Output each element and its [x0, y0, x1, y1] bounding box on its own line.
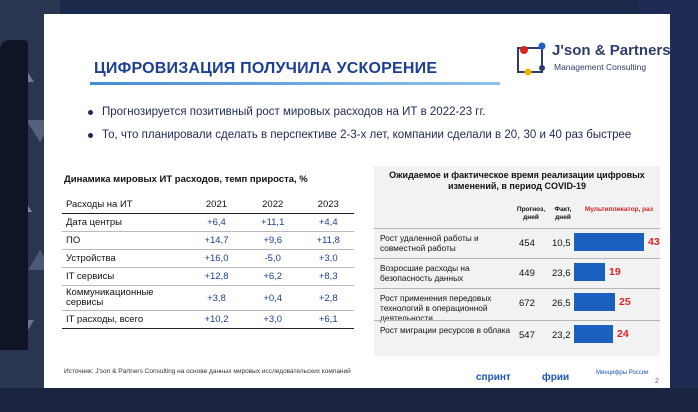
cell-2021: +12,8 [186, 267, 243, 286]
source-note: Источник: J'son & Partners Consulting на… [64, 368, 351, 375]
header-fact: Факт, дней [554, 206, 572, 221]
logo-subtitle: Management Consulting [554, 62, 647, 72]
panel-row: Рост удаленной работы и совместной работ… [374, 228, 660, 256]
header-2023: 2023 [298, 197, 354, 214]
logo-mark-icon [517, 42, 546, 76]
header-2021: 2021 [186, 197, 243, 214]
row-label: ПО [62, 231, 186, 250]
multiplier-value: 25 [619, 296, 631, 308]
bullet-text: Прогнозируется позитивный рост мировых р… [102, 106, 486, 118]
frii-logo: фрии [542, 372, 569, 383]
page-number: 2 [655, 378, 659, 385]
table-row: ПО +14,7 +9,6 +11,8 [62, 231, 354, 250]
title-underline [90, 82, 500, 85]
table-row: Дата центры +6,4 +11,1 +4,4 [62, 213, 354, 232]
row-label: IT расходы, всего [62, 310, 186, 329]
multiplier-bar [574, 325, 613, 343]
fact-value: 23,2 [552, 330, 571, 341]
header-multiplier: Мультипликатор, раз [584, 206, 654, 213]
panel-row: Рост миграции ресурсов в облака 547 23,2… [374, 320, 660, 348]
cell-2021: +6,4 [186, 213, 243, 232]
multiplier-value: 24 [617, 328, 629, 340]
cell-2021: +3,8 [186, 285, 243, 311]
mincifry-logo-text: Минцифры России [596, 370, 649, 376]
bullet-1: Прогнозируется позитивный рост мировых р… [88, 106, 486, 118]
forecast-value: 449 [519, 268, 535, 279]
slide-title: ЦИФРОВИЗАЦИЯ ПОЛУЧИЛА УСКОРЕНИЕ [94, 60, 438, 77]
multiplier-value: 19 [609, 266, 621, 278]
row-label: Возросшие расходы на безопасность данных [380, 263, 470, 283]
cell-2022: +11,1 [242, 213, 299, 232]
cell-2023: +8,3 [298, 267, 354, 286]
presenter-silhouette [0, 40, 28, 350]
multiplier-value: 43 [648, 236, 660, 248]
mincifry-logo: Минцифры России [596, 370, 648, 377]
cell-2022: +0,4 [242, 285, 299, 311]
panel-title: Ожидаемое и фактическое время реализации… [389, 170, 645, 191]
background-bottom-strip [0, 388, 698, 412]
cell-2023: +11,8 [298, 231, 354, 250]
sprint-logo: спринт [476, 372, 511, 383]
it-spending-table: Расходы на ИТ 2021 2022 2023 Дата центры… [62, 197, 354, 329]
row-label: Дата центры [62, 213, 186, 232]
cell-2022: -5,0 [242, 249, 299, 268]
cell-2021: +10,2 [186, 310, 243, 329]
header-category: Расходы на ИТ [62, 197, 186, 214]
table-title: Динамика мировых ИТ расходов, темп приро… [64, 174, 308, 185]
row-label: Рост миграции ресурсов в облака [380, 325, 511, 335]
cell-2023: +6,1 [298, 310, 354, 329]
company-logo: J'son & Partners Management Consulting [514, 38, 671, 96]
frii-logo-text: фрии [542, 372, 570, 383]
header-forecast: Прогноз, дней [516, 206, 546, 221]
presentation-slide: ЦИФРОВИЗАЦИЯ ПОЛУЧИЛА УСКОРЕНИЕ J'son & … [44, 14, 671, 388]
forecast-value: 672 [519, 298, 535, 309]
fact-value: 26,5 [552, 298, 571, 309]
forecast-value: 547 [519, 330, 535, 341]
cell-2021: +14,7 [186, 231, 243, 250]
row-label: IT сервисы [62, 267, 186, 286]
table-header-row: Расходы на ИТ 2021 2022 2023 [62, 197, 354, 214]
row-label: Коммуникационные сервисы [62, 285, 186, 311]
cell-2023: +2,8 [298, 285, 354, 311]
bullet-dot-icon [88, 110, 93, 115]
row-label: Рост применения передовых технологий в о… [380, 293, 492, 323]
fact-value: 10,5 [552, 238, 571, 249]
logo-name: J'son & Partners [552, 42, 671, 59]
row-label: Рост удаленной работы и совместной работ… [380, 233, 479, 253]
bullet-dot-icon [88, 133, 93, 138]
multiplier-bar [574, 263, 605, 281]
forecast-value: 454 [519, 238, 535, 249]
header-2022: 2022 [242, 197, 299, 214]
table-row: Коммуникационные сервисы +3,8 +0,4 +2,8 [62, 285, 354, 311]
table-row: Устройства +16,0 -5,0 +3,0 [62, 249, 354, 268]
row-label: Устройства [62, 249, 186, 268]
cell-2023: +4,4 [298, 213, 354, 232]
bullet-text: То, что планировали сделать в перспектив… [102, 129, 632, 141]
table-row: IT сервисы +12,8 +6,2 +8,3 [62, 267, 354, 286]
cell-2022: +6,2 [242, 267, 299, 286]
covid-digital-change-panel: Ожидаемое и фактическое время реализации… [374, 166, 660, 356]
panel-row: Рост применения передовых технологий в о… [374, 288, 660, 323]
cell-2022: +9,6 [242, 231, 299, 250]
multiplier-bar [574, 293, 615, 311]
bullet-2: То, что планировали сделать в перспектив… [88, 129, 632, 141]
table-row: IT расходы, всего +10,2 +3,0 +6,1 [62, 310, 354, 329]
panel-row: Возросшие расходы на безопасность данных… [374, 258, 660, 286]
cell-2022: +3,0 [242, 310, 299, 329]
fact-value: 23,6 [552, 268, 571, 279]
cell-2023: +3,0 [298, 249, 354, 268]
cell-2021: +16,0 [186, 249, 243, 268]
sprint-logo-text: спринт [476, 372, 511, 383]
multiplier-bar [574, 233, 644, 251]
